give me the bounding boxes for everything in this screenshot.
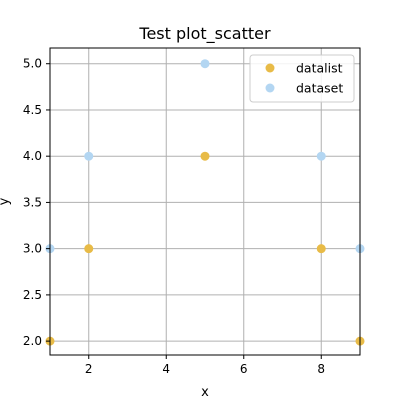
y-tick-label: 2.0	[23, 334, 42, 348]
y-tick-label: 2.5	[23, 288, 42, 302]
legend-label-dataset: dataset	[296, 81, 343, 96]
legend-marker-datalist	[266, 64, 275, 73]
y-tick-label: 4.5	[23, 103, 42, 117]
legend: datalist dataset	[250, 55, 354, 102]
y-axis-label: y	[0, 197, 12, 205]
y-tick-label: 3.0	[23, 242, 42, 256]
x-tick-label: 6	[240, 362, 248, 376]
data-point-dataset	[317, 152, 326, 161]
axis-ticks: 2 4 6 8 2.0 2.5 3.0 3.5 4.0 4.5 5.0	[23, 57, 325, 376]
data-point-datalist	[317, 244, 326, 253]
x-tick-label: 2	[85, 362, 93, 376]
y-tick-label: 3.5	[23, 195, 42, 209]
chart-title: Test plot_scatter	[138, 24, 271, 44]
x-tick-label: 4	[162, 362, 170, 376]
data-point-datalist	[84, 244, 93, 253]
legend-label-datalist: datalist	[296, 61, 343, 76]
y-tick-label: 4.0	[23, 149, 42, 163]
data-point-dataset	[84, 152, 93, 161]
x-tick-label: 8	[317, 362, 325, 376]
x-axis-label: x	[201, 385, 209, 400]
data-point-datalist	[201, 152, 210, 161]
legend-marker-dataset	[266, 84, 275, 93]
data-point-dataset	[201, 59, 210, 68]
y-tick-label: 5.0	[23, 57, 42, 71]
